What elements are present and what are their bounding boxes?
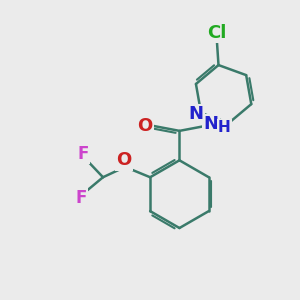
Text: O: O <box>116 152 131 169</box>
Text: F: F <box>78 145 89 163</box>
Text: O: O <box>137 117 153 135</box>
Text: N: N <box>188 106 203 124</box>
Text: Cl: Cl <box>207 24 227 42</box>
Text: F: F <box>75 189 87 207</box>
Text: N: N <box>203 115 218 133</box>
Text: H: H <box>218 119 231 134</box>
